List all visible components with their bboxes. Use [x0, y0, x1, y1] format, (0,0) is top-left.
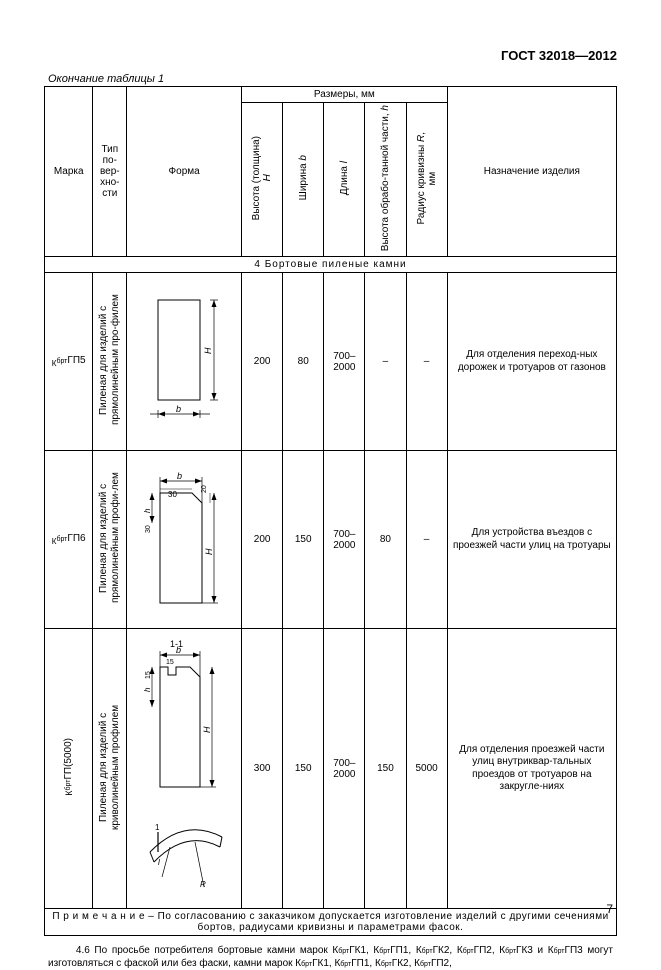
section-row: 4 Бортовые пиленые камни [45, 257, 617, 273]
diagram-gp6: b 30 20 h 30 [140, 463, 228, 613]
H-gp6: 200 [242, 451, 283, 629]
footnote-46: 4.6 По просьбе потребителя бортовые камн… [44, 944, 617, 970]
marka-gp6: КбртГП6 [45, 451, 93, 629]
h-gp5000: 150 [365, 629, 406, 909]
svg-text:H: H [202, 726, 212, 733]
svg-text:15: 15 [145, 671, 152, 679]
hdr-forma: Форма [127, 87, 242, 257]
row-gp5000: КбртГП(5000) Пиленая для изделий с криво… [45, 629, 617, 909]
forma-gp6: b 30 20 h 30 [127, 451, 242, 629]
svg-text:30: 30 [145, 525, 152, 533]
hdr-marka: Марка [45, 87, 93, 257]
svg-text:30: 30 [168, 490, 177, 499]
svg-text:15: 15 [166, 659, 174, 666]
note-row: П р и м е ч а н и е – По согласованию с … [45, 909, 617, 936]
svg-text:l: l [158, 858, 160, 867]
svg-text:H: H [204, 548, 214, 555]
purpose-gp6: Для устройства въездов с проезжей части … [447, 451, 616, 629]
page: ГОСТ 32018—2012 Окончание таблицы 1 Марк… [0, 0, 661, 936]
svg-text:h: h [143, 508, 152, 513]
marka-gp5000: КбртГП(5000) [45, 629, 93, 909]
svg-text:b: b [177, 471, 182, 481]
svg-text:b: b [176, 645, 181, 655]
hdr-razmery: Размеры, мм [242, 87, 448, 103]
main-table: Марка Тип по-вер-хно-сти Форма Размеры, … [44, 86, 617, 936]
h-gp5: – [365, 273, 406, 451]
table-caption: Окончание таблицы 1 [48, 73, 617, 85]
diagram-gp5000: 1-1 b 15 h 15 [140, 637, 228, 897]
l-gp5000: 700–2000 [324, 629, 365, 909]
svg-text:b: b [176, 404, 181, 414]
marka-gp5: КбртГП5 [45, 273, 93, 451]
hdr-l: Длина l [324, 103, 365, 257]
b-gp5: 80 [283, 273, 324, 451]
forma-gp5000: 1-1 b 15 h 15 [127, 629, 242, 909]
tip-gp5000: Пиленая для изделий с криволинейным проф… [93, 629, 127, 909]
tip-gp6: Пиленая для изделий с прямолинейным проф… [93, 451, 127, 629]
hdr-H: Высота (толщина)H [242, 103, 283, 257]
hdr-h: Высота обрабо-танной части, h [365, 103, 406, 257]
h-gp6: 80 [365, 451, 406, 629]
R-gp6: – [406, 451, 447, 629]
hdr-tip: Тип по-вер-хно-сти [93, 87, 127, 257]
R-gp5000: 5000 [406, 629, 447, 909]
b-gp5000: 150 [283, 629, 324, 909]
diagram-gp5: H b [140, 290, 228, 430]
purpose-gp5: Для отделения переход-ных дорожек и трот… [447, 273, 616, 451]
row-gp6: КбртГП6 Пиленая для изделий с прямолиней… [45, 451, 617, 629]
svg-text:20: 20 [201, 485, 208, 493]
header-row-1: Марка Тип по-вер-хно-сти Форма Размеры, … [45, 87, 617, 103]
purpose-gp5000: Для отделения проезжей части улиц внутри… [447, 629, 616, 909]
l-gp6: 700–2000 [324, 451, 365, 629]
R-gp5: – [406, 273, 447, 451]
forma-gp5: H b [127, 273, 242, 451]
section-title: 4 Бортовые пиленые камни [45, 257, 617, 273]
H-gp5: 200 [242, 273, 283, 451]
svg-text:R: R [200, 880, 206, 889]
row-gp5: КбртГП5 Пиленая для изделий с прямолиней… [45, 273, 617, 451]
page-number: 7 [606, 902, 613, 916]
H-gp5000: 300 [242, 629, 283, 909]
hdr-b: Ширина b [283, 103, 324, 257]
hdr-R: Радиус кривизны R,мм [406, 103, 447, 257]
b-gp6: 150 [283, 451, 324, 629]
svg-text:H: H [203, 347, 213, 354]
svg-text:1: 1 [155, 823, 160, 832]
hdr-purpose: Назначение изделия [447, 87, 616, 257]
note-text: П р и м е ч а н и е – По согласованию с … [45, 909, 617, 936]
doc-number: ГОСТ 32018—2012 [44, 48, 617, 63]
l-gp5: 700–2000 [324, 273, 365, 451]
svg-text:h: h [143, 687, 152, 692]
tip-gp5: Пиленая для изделий с прямолинейным про-… [93, 273, 127, 451]
